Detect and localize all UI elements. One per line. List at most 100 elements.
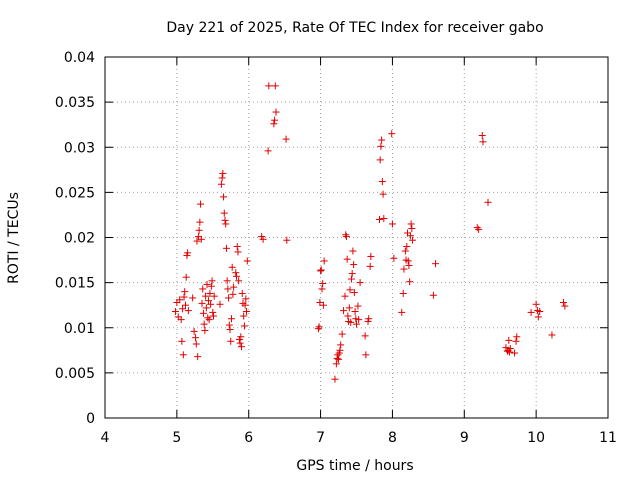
data-point — [404, 257, 412, 265]
data-point — [283, 236, 291, 244]
data-point — [388, 220, 396, 228]
data-point — [210, 312, 218, 320]
data-point — [202, 304, 210, 312]
data-point — [378, 178, 386, 186]
data-point — [333, 354, 341, 362]
y-tick-label: 0.04 — [64, 50, 95, 66]
x-axis-ticks: 4 5 6 7 8 9 10 11 — [101, 57, 617, 446]
data-point — [316, 298, 324, 306]
data-point — [390, 254, 398, 262]
data-point — [379, 190, 387, 198]
data-point — [315, 323, 323, 331]
data-point — [352, 315, 360, 323]
data-point — [399, 289, 407, 297]
y-tick-label: 0.02 — [64, 231, 95, 247]
data-point — [210, 292, 218, 300]
data-point — [180, 293, 188, 301]
data-point — [193, 237, 201, 245]
data-point — [336, 346, 344, 354]
data-point — [341, 292, 349, 300]
data-point — [179, 351, 187, 359]
data-point — [229, 290, 237, 298]
data-point — [479, 138, 487, 146]
data-point — [282, 135, 290, 143]
data-point — [534, 313, 542, 321]
data-point — [230, 283, 238, 291]
data-point — [506, 345, 514, 353]
data-point — [234, 248, 242, 256]
data-point — [342, 233, 350, 241]
data-point — [408, 224, 416, 232]
data-point — [216, 300, 224, 308]
data-point — [219, 169, 227, 177]
data-point — [429, 291, 437, 299]
data-point — [367, 252, 375, 260]
data-point — [512, 337, 520, 345]
data-point — [403, 243, 411, 251]
data-point — [376, 156, 384, 164]
data-point — [548, 331, 556, 339]
data-point — [347, 318, 355, 326]
grid-lines — [105, 57, 608, 418]
data-point — [350, 289, 358, 297]
data-point — [511, 349, 519, 357]
data-point — [238, 343, 246, 351]
data-point — [192, 340, 200, 348]
data-point — [409, 236, 417, 244]
data-point — [346, 286, 354, 294]
x-axis-label: GPS time / hours — [296, 458, 413, 474]
x-tick-label: 9 — [460, 430, 469, 446]
data-point — [207, 300, 215, 308]
data-point — [337, 341, 345, 349]
data-point — [220, 193, 228, 201]
data-point — [340, 307, 348, 315]
x-tick-label: 7 — [316, 430, 325, 446]
data-point — [353, 320, 360, 328]
data-point — [365, 315, 373, 323]
data-point — [233, 243, 241, 251]
data-point — [195, 226, 203, 234]
data-point — [182, 273, 190, 281]
data-point — [259, 235, 267, 243]
data-point — [473, 224, 481, 232]
data-point — [536, 308, 544, 316]
data-point — [190, 327, 198, 335]
data-point — [222, 244, 230, 252]
y-axis-label: ROTI / TECUs — [6, 192, 22, 284]
x-tick-label: 5 — [172, 430, 181, 446]
data-point — [240, 312, 248, 320]
data-point — [344, 312, 352, 320]
data-point — [405, 261, 413, 269]
data-point — [350, 261, 358, 269]
data-point — [227, 315, 235, 323]
data-point — [532, 300, 540, 308]
data-point — [220, 209, 228, 217]
data-point — [348, 270, 356, 278]
data-point — [203, 280, 211, 288]
data-point — [243, 257, 251, 265]
data-point — [406, 278, 414, 286]
data-point — [345, 304, 353, 312]
data-point — [400, 265, 408, 273]
data-point — [559, 298, 567, 306]
data-point — [561, 302, 569, 310]
data-point — [224, 285, 232, 293]
data-point — [343, 255, 351, 263]
y-tick-label: 0.025 — [55, 185, 95, 201]
x-tick-label: 8 — [388, 430, 397, 446]
chart-title: Day 221 of 2025, Rate Of TEC Index for r… — [166, 20, 543, 36]
data-point — [208, 277, 216, 285]
data-point — [228, 263, 236, 271]
data-point — [335, 355, 343, 363]
y-tick-label: 0.01 — [64, 321, 95, 337]
data-point — [317, 266, 325, 274]
data-point — [513, 333, 521, 341]
data-point — [184, 249, 192, 257]
data-point — [349, 247, 357, 255]
data-point — [218, 174, 226, 182]
data-point — [178, 337, 186, 345]
data-point — [388, 130, 396, 138]
data-point — [334, 351, 342, 359]
data-point — [225, 321, 233, 329]
